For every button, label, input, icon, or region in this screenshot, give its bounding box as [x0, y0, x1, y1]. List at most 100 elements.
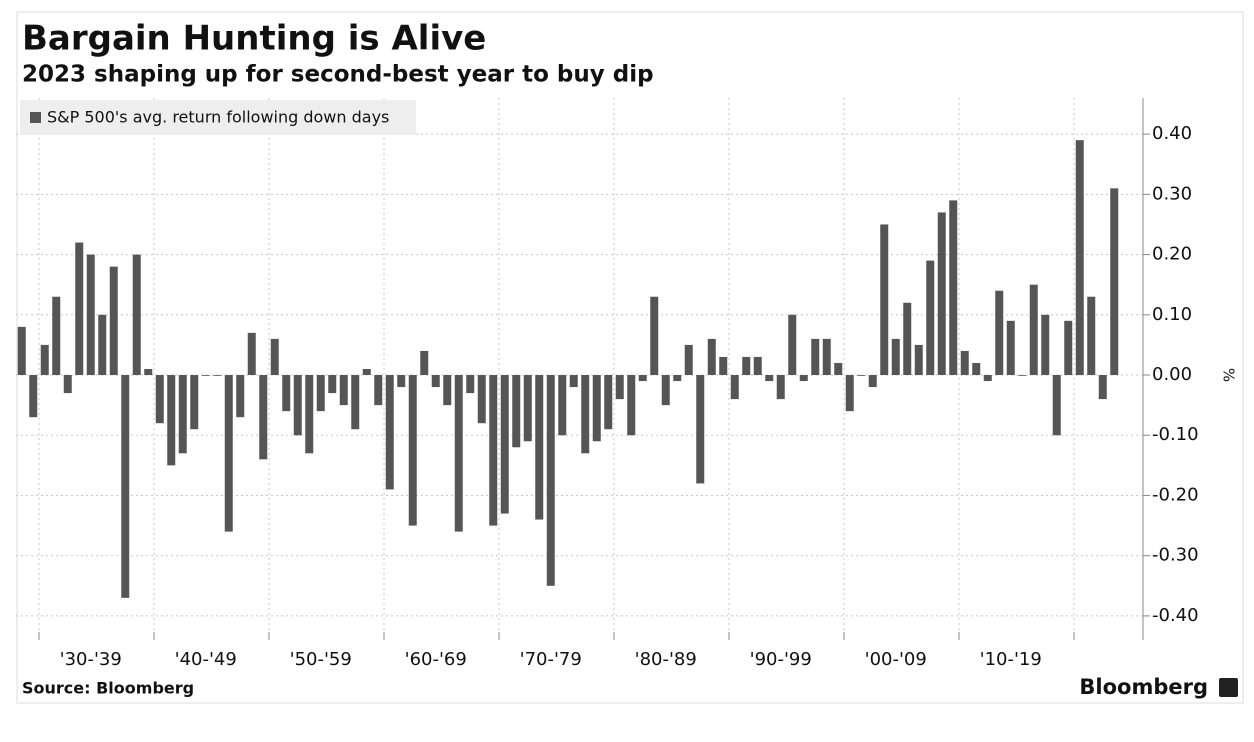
bar: [1006, 320, 1015, 376]
bar: [40, 344, 49, 376]
bar: [857, 375, 866, 376]
bar: [558, 375, 567, 436]
bar: [201, 375, 210, 376]
bar: [891, 338, 900, 376]
bar: [270, 338, 279, 376]
bar: [500, 375, 509, 514]
bar: [523, 375, 532, 442]
bar: [385, 375, 394, 490]
bar: [776, 375, 785, 400]
bar: [719, 356, 728, 376]
legend-label: S&P 500's avg. return following down day…: [47, 108, 389, 127]
bar: [535, 375, 544, 520]
bar: [408, 375, 417, 526]
y-axis-label: %: [1220, 368, 1238, 382]
bar: [247, 332, 256, 376]
bar: [316, 375, 325, 412]
bar: [926, 260, 935, 376]
x-tick-label: '60-'69: [405, 649, 467, 670]
bar: [995, 290, 1004, 376]
bar: [236, 375, 245, 418]
source: Source: Bloomberg: [22, 679, 194, 698]
y-tick-label: 0.30: [1152, 183, 1192, 204]
y-tick-label: 0.20: [1152, 244, 1192, 265]
bar: [132, 254, 141, 376]
bar: [305, 375, 314, 454]
bar: [1098, 375, 1107, 400]
brand: Bloomberg: [1079, 675, 1208, 699]
bar: [155, 375, 164, 424]
bar: [937, 212, 946, 376]
bar: [972, 362, 981, 376]
y-tick-label: 0.10: [1152, 304, 1192, 325]
y-tick-label: -0.30: [1152, 545, 1199, 566]
bar: [17, 326, 26, 376]
x-tick-label: '90-'99: [750, 649, 812, 670]
bar: [259, 375, 268, 460]
bar: [489, 375, 498, 526]
bar: [374, 375, 383, 406]
bar: [650, 296, 659, 376]
bar: [581, 375, 590, 454]
bar: [638, 375, 647, 382]
bar: [604, 375, 613, 430]
bar: [834, 362, 843, 376]
bar: [213, 375, 222, 376]
bar: [1064, 320, 1073, 376]
bar: [190, 375, 199, 430]
bar: [362, 369, 371, 376]
y-tick-label: 0.40: [1152, 123, 1192, 144]
bar: [443, 375, 452, 406]
bar: [684, 344, 693, 376]
bar: [983, 375, 992, 382]
bar: [293, 375, 302, 436]
bar: [627, 375, 636, 436]
bar: [1075, 140, 1084, 376]
bar: [949, 200, 958, 376]
x-tick-label: '80-'89: [635, 649, 697, 670]
bar: [29, 375, 38, 418]
bar: [420, 350, 429, 376]
bar: [351, 375, 360, 430]
bar: [477, 375, 486, 424]
bar: [1029, 284, 1038, 376]
bar: [673, 375, 682, 382]
y-tick-label: 0.00: [1152, 364, 1192, 385]
bar: [431, 375, 440, 388]
chart-title: Bargain Hunting is Alive: [22, 19, 486, 59]
bar: [1041, 314, 1050, 376]
x-tick-label: '40-'49: [175, 649, 237, 670]
y-tick-label: -0.40: [1152, 605, 1199, 626]
bar: [282, 375, 291, 412]
x-tick-label: '10-'19: [980, 649, 1042, 670]
bar: [1087, 296, 1096, 376]
bar: [224, 375, 233, 532]
bar: [466, 375, 475, 394]
bar: [397, 375, 406, 388]
bar: [328, 375, 337, 394]
bar: [63, 375, 72, 394]
bar: [707, 338, 716, 376]
bar: [696, 375, 705, 484]
x-tick-label: '00-'09: [865, 649, 927, 670]
y-tick-label: -0.10: [1152, 424, 1199, 445]
bar: [144, 369, 153, 376]
legend-swatch: [30, 112, 41, 123]
bar: [569, 375, 578, 388]
x-tick-label: '70-'79: [520, 649, 582, 670]
bar: [109, 266, 118, 376]
bar: [742, 356, 751, 376]
bar: [339, 375, 348, 406]
bar: [615, 375, 624, 400]
bar: [512, 375, 521, 448]
bar: [868, 375, 877, 388]
bar: [845, 375, 854, 412]
bar: [765, 375, 774, 382]
bar: [880, 224, 889, 376]
legend-box: [20, 100, 416, 135]
bar: [914, 344, 923, 376]
bar: [1110, 188, 1119, 376]
bar: [75, 242, 84, 376]
bar: [1052, 375, 1061, 436]
